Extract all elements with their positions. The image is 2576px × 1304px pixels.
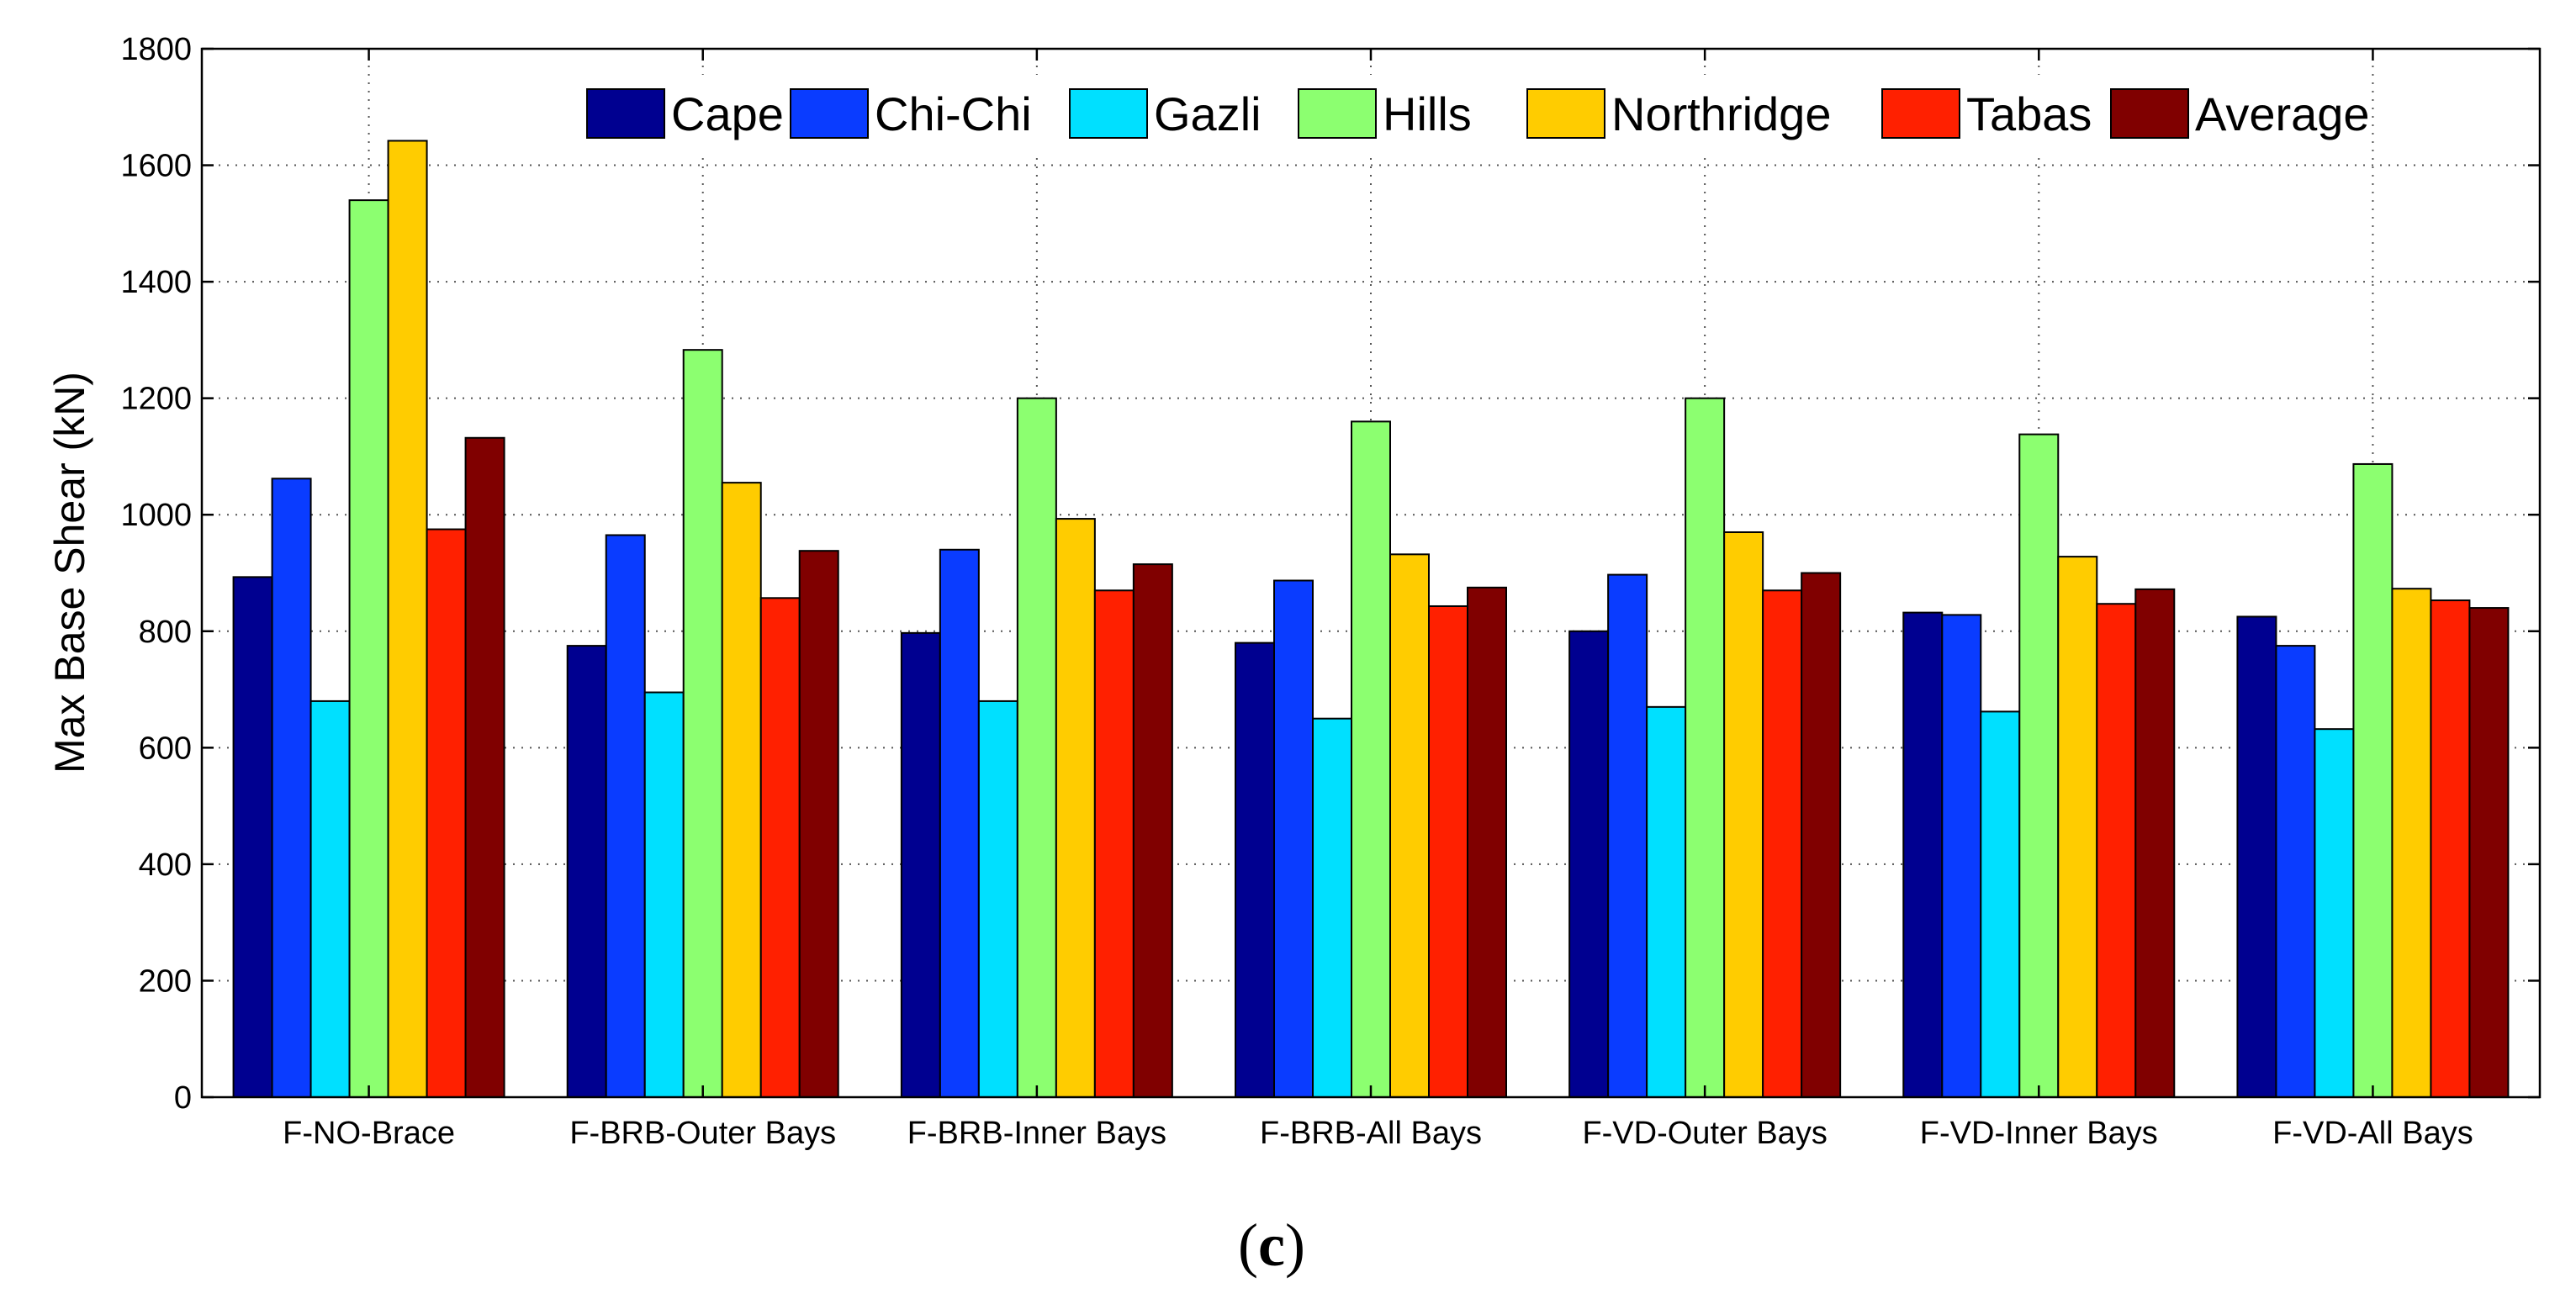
bar-northridge-0 bbox=[389, 140, 427, 1097]
bar-northridge-1 bbox=[722, 483, 761, 1097]
bar-average-0 bbox=[466, 438, 505, 1097]
y-tick-label: 1200 bbox=[120, 382, 192, 417]
bar-chi-chi-1 bbox=[606, 535, 645, 1097]
y-tick-label: 400 bbox=[139, 847, 192, 883]
bar-gazli-4 bbox=[1647, 707, 1685, 1097]
legend-label-northridge: Northridge bbox=[1611, 87, 1831, 140]
bar-tabas-0 bbox=[427, 530, 466, 1097]
bar-northridge-6 bbox=[2392, 589, 2431, 1097]
bar-cape-2 bbox=[902, 633, 940, 1097]
x-tick-label: F-BRB-Inner Bays bbox=[907, 1116, 1166, 1151]
bar-gazli-6 bbox=[2314, 729, 2353, 1097]
y-tick-label: 1400 bbox=[120, 265, 192, 300]
panel-label-close: ) bbox=[1285, 1212, 1305, 1279]
panel-label-letter: c bbox=[1258, 1212, 1285, 1279]
bar-chi-chi-2 bbox=[940, 550, 979, 1097]
bar-cape-6 bbox=[2237, 616, 2276, 1097]
legend: Cape Chi-Chi Gazli Hills Northridge Tabas Aver… bbox=[579, 76, 2370, 151]
bar-average-2 bbox=[1134, 564, 1172, 1097]
legend-swatch-tabas bbox=[1882, 89, 1960, 138]
bar-chi-chi-6 bbox=[2276, 646, 2314, 1097]
bar-gazli-1 bbox=[645, 693, 684, 1097]
bar-cape-3 bbox=[1235, 643, 1274, 1097]
legend-label-gazli: Gazli bbox=[1154, 87, 1262, 140]
bar-cape-1 bbox=[568, 646, 606, 1097]
bar-chi-chi-0 bbox=[272, 478, 311, 1097]
bar-hills-2 bbox=[1018, 399, 1056, 1097]
bar-chi-chi-4 bbox=[1608, 575, 1647, 1097]
y-tick-label: 600 bbox=[139, 731, 192, 766]
y-tick-label: 1000 bbox=[120, 498, 192, 533]
bar-average-1 bbox=[800, 551, 838, 1097]
bar-tabas-6 bbox=[2431, 600, 2469, 1097]
bar-hills-3 bbox=[1351, 421, 1390, 1097]
bar-gazli-3 bbox=[1313, 719, 1351, 1097]
y-tick-label: 1800 bbox=[120, 32, 192, 67]
legend-label-tabas: Tabas bbox=[1966, 87, 2092, 140]
bar-cape-5 bbox=[1903, 613, 1942, 1097]
bar-cape-4 bbox=[1569, 631, 1608, 1097]
bar-northridge-3 bbox=[1390, 554, 1429, 1097]
panel-label: (c) bbox=[1238, 1212, 1305, 1279]
bar-hills-5 bbox=[2019, 435, 2058, 1097]
bar-hills-4 bbox=[1685, 399, 1724, 1097]
legend-swatch-northridge bbox=[1527, 89, 1605, 138]
x-tick-label: F-NO-Brace bbox=[283, 1116, 455, 1151]
panel-label-open: ( bbox=[1238, 1212, 1258, 1279]
bar-average-6 bbox=[2469, 608, 2508, 1097]
bar-tabas-1 bbox=[761, 598, 800, 1097]
bar-northridge-2 bbox=[1056, 519, 1095, 1097]
x-tick-label: F-BRB-All Bays bbox=[1260, 1116, 1482, 1151]
legend-label-average: Average bbox=[2195, 87, 2370, 140]
legend-swatch-chi-chi bbox=[791, 89, 868, 138]
bar-tabas-2 bbox=[1095, 590, 1134, 1097]
bar-hills-1 bbox=[684, 350, 722, 1097]
y-tick-label: 200 bbox=[139, 963, 192, 999]
bar-average-4 bbox=[1801, 573, 1840, 1098]
bar-gazli-5 bbox=[1981, 711, 2019, 1097]
bar-tabas-3 bbox=[1429, 606, 1468, 1097]
bar-northridge-4 bbox=[1724, 532, 1763, 1097]
bar-northridge-5 bbox=[2058, 557, 2097, 1097]
bar-tabas-4 bbox=[1763, 590, 1801, 1097]
x-tick-label: F-VD-Outer Bays bbox=[1582, 1116, 1827, 1151]
bar-tabas-5 bbox=[2097, 604, 2135, 1097]
y-axis-title: Max Base Shear (kN) bbox=[46, 372, 93, 773]
legend-swatch-hills bbox=[1299, 89, 1376, 138]
legend-label-cape: Cape bbox=[671, 87, 784, 140]
legend-label-hills: Hills bbox=[1383, 87, 1472, 140]
bar-average-3 bbox=[1468, 588, 1506, 1097]
y-tick-label: 1600 bbox=[120, 149, 192, 184]
bar-hills-6 bbox=[2353, 464, 2392, 1097]
bar-hills-0 bbox=[350, 200, 389, 1097]
bar-chi-chi-3 bbox=[1274, 581, 1313, 1097]
x-tick-label: F-BRB-Outer Bays bbox=[569, 1116, 836, 1151]
bar-cape-0 bbox=[234, 577, 272, 1097]
bar-chi-chi-5 bbox=[1942, 615, 1981, 1097]
x-tick-label: F-VD-All Bays bbox=[2272, 1116, 2473, 1151]
legend-swatch-average bbox=[2111, 89, 2188, 138]
bar-gazli-0 bbox=[311, 701, 350, 1097]
chart: 0 200 400 600 800 1000 1200 1400 1600 1800 F-NO-B… bbox=[0, 0, 2576, 1304]
y-tick-label: 800 bbox=[139, 615, 192, 650]
legend-swatch-cape bbox=[587, 89, 664, 138]
x-tick-label: F-VD-Inner Bays bbox=[1920, 1116, 2158, 1151]
bar-gazli-2 bbox=[979, 701, 1018, 1097]
legend-swatch-gazli bbox=[1070, 89, 1147, 138]
bar-average-5 bbox=[2135, 589, 2174, 1097]
y-tick-label: 0 bbox=[174, 1080, 192, 1116]
legend-label-chi-chi: Chi-Chi bbox=[875, 87, 1032, 140]
